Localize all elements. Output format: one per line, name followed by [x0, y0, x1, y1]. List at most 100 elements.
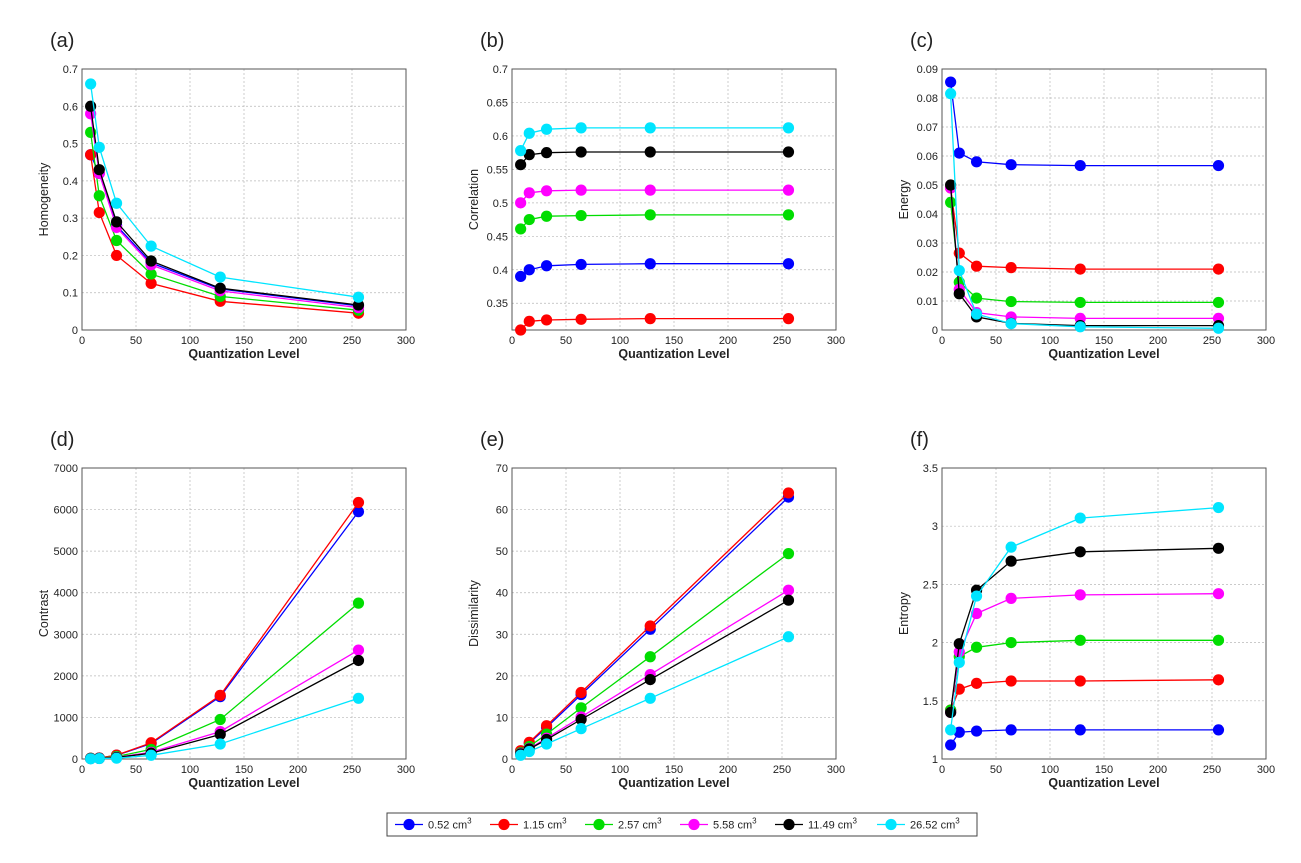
series-line: [949, 81, 1219, 167]
legend-item: 2.57 cm3: [585, 817, 662, 832]
x-tick-label: 300: [397, 335, 415, 347]
data-point: [644, 146, 656, 158]
y-axis-label: Energy: [897, 179, 911, 219]
data-point: [523, 149, 535, 161]
data-point: [540, 738, 553, 750]
legend-label: 5.58 cm3: [713, 817, 757, 832]
legend-marker: [783, 818, 795, 831]
data-point: [352, 654, 365, 667]
plot-frame: [511, 68, 837, 331]
x-tick-label: 250: [343, 335, 361, 347]
data-point: [970, 292, 983, 304]
y-tick-label: 0.6: [63, 101, 78, 113]
x-tick-label: 50: [130, 335, 142, 347]
x-tick-label: 0: [509, 764, 515, 776]
data-point: [214, 713, 226, 726]
y-tick-label: 0.09: [917, 64, 938, 76]
data-point: [1074, 589, 1086, 601]
x-tick-label: 100: [1041, 764, 1059, 776]
series-1-15-cm3: [945, 182, 1225, 275]
data-point: [644, 651, 656, 663]
legend-item: 1.15 cm3: [490, 817, 567, 832]
data-point: [945, 196, 957, 208]
data-point: [145, 277, 157, 289]
series-line: [949, 547, 1219, 713]
x-tick-label: 100: [1041, 335, 1059, 347]
legend-marker: [498, 818, 510, 831]
data-point: [523, 127, 535, 139]
data-point: [145, 240, 157, 252]
x-tick-label: 0: [79, 764, 85, 776]
series-5-58-cm3: [945, 588, 1225, 719]
y-tick-label: 40: [496, 588, 508, 600]
data-point: [1074, 634, 1086, 646]
data-point: [782, 631, 795, 643]
y-tick-label: 0: [502, 754, 508, 766]
data-point: [782, 258, 795, 270]
panel-c: (c) 0 50 100 150 200 250 300 0 0.01 0.02 0.03 0.04 0.…: [897, 30, 1275, 361]
series-line: [89, 132, 359, 311]
data-point: [953, 638, 965, 650]
data-point: [575, 122, 587, 134]
data-point: [945, 179, 957, 191]
data-point: [945, 76, 957, 88]
y-axis-label: Contrast: [37, 589, 51, 637]
y-tick-label: 0.65: [487, 97, 508, 109]
data-point: [523, 187, 535, 199]
data-point: [970, 308, 983, 320]
data-point: [214, 738, 226, 750]
y-tick-label: 0.2: [63, 250, 78, 262]
x-axis-label: Quantization Level: [1048, 776, 1159, 790]
x-tick-label: 50: [990, 764, 1002, 776]
plot-frame: [941, 467, 1267, 760]
data-point: [145, 749, 157, 761]
x-tick-label: 100: [611, 335, 629, 347]
data-point: [352, 496, 365, 509]
data-point: [540, 123, 553, 135]
data-point: [970, 590, 983, 602]
series-11-49-cm3: [515, 146, 795, 171]
x-tick-label: 100: [181, 335, 199, 347]
y-tick-label: 0.06: [917, 151, 938, 163]
x-tick-label: 250: [773, 335, 791, 347]
data-point: [145, 268, 157, 280]
y-tick-label: 0.45: [487, 231, 508, 243]
data-point: [110, 249, 123, 262]
y-axis-label: Entropy: [897, 591, 911, 635]
data-point: [1074, 512, 1086, 524]
y-tick-label: 0.04: [917, 209, 938, 221]
y-tick-label: 3000: [54, 629, 78, 641]
y-tick-label: 10: [496, 712, 508, 724]
y-tick-label: 4000: [54, 588, 78, 600]
series-line: [949, 202, 1219, 304]
x-tick-label: 300: [1257, 335, 1275, 347]
x-tick-label: 250: [773, 764, 791, 776]
legend-label: 2.57 cm3: [618, 817, 662, 832]
y-tick-label: 0.01: [917, 296, 938, 308]
data-point: [644, 692, 656, 704]
series-1-15-cm3: [515, 487, 795, 757]
panel-a: (a) 0 50 100 150 200 250 300 0 0.1 0.2 0.3 0.4 0.5 0.6…: [37, 30, 415, 361]
series-line: [949, 506, 1219, 730]
series-line: [89, 83, 359, 298]
data-point: [970, 725, 983, 737]
y-tick-label: 0: [72, 754, 78, 766]
data-point: [945, 706, 957, 719]
y-tick-label: 0.6: [493, 131, 508, 143]
y-tick-label: 50: [496, 546, 508, 558]
data-point: [1212, 724, 1225, 736]
panel-b: (b) 0 50 100 150 200 250 300 0.35 0.4 0.45 0.5 0.55 0…: [467, 30, 845, 361]
data-point: [970, 156, 983, 168]
y-tick-label: 2000: [54, 671, 78, 683]
data-point: [523, 264, 535, 276]
data-point: [1212, 159, 1225, 172]
data-point: [644, 258, 656, 270]
y-tick-label: 2.5: [923, 579, 938, 591]
data-point: [214, 689, 226, 701]
x-tick-label: 100: [611, 764, 629, 776]
x-tick-label: 100: [181, 764, 199, 776]
y-tick-label: 0.35: [487, 298, 508, 310]
y-axis-label: Dissimilarity: [467, 579, 481, 646]
x-axis-label: Quantization Level: [618, 776, 729, 790]
data-point: [523, 213, 535, 226]
